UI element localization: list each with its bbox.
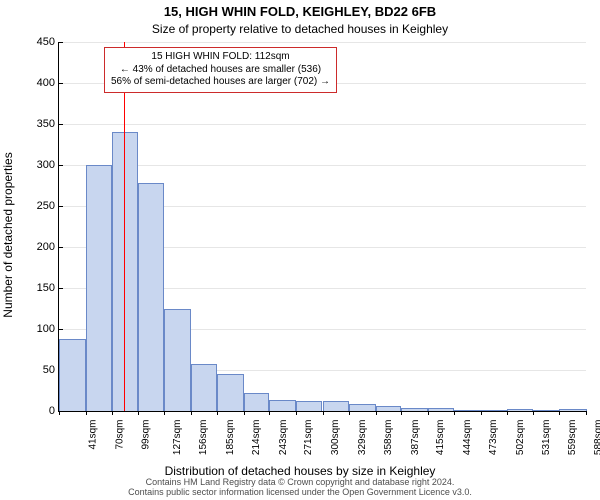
x-tick-mark bbox=[349, 411, 350, 415]
histogram-bar bbox=[269, 400, 296, 411]
y-tick-label: 50 bbox=[21, 364, 59, 376]
x-tick-mark bbox=[481, 411, 482, 415]
y-tick-label: 450 bbox=[21, 36, 59, 48]
x-tick-mark bbox=[533, 411, 534, 415]
histogram-bar bbox=[296, 401, 323, 411]
gridline bbox=[59, 42, 586, 43]
x-tick-mark bbox=[59, 411, 60, 415]
property-size-marker bbox=[124, 42, 125, 411]
x-tick-mark bbox=[559, 411, 560, 415]
y-tick-label: 100 bbox=[21, 323, 59, 335]
chart-subtitle: Size of property relative to detached ho… bbox=[0, 22, 600, 38]
histogram-bar bbox=[559, 409, 586, 411]
x-axis-label: Distribution of detached houses by size … bbox=[0, 464, 600, 478]
x-tick-mark bbox=[191, 411, 192, 415]
histogram-bar bbox=[191, 364, 218, 411]
annotation-line: ← 43% of detached houses are smaller (53… bbox=[111, 64, 330, 77]
histogram-bar bbox=[86, 165, 113, 411]
x-tick-label: 300sqm bbox=[330, 420, 341, 456]
x-tick-label: 41sqm bbox=[88, 420, 99, 450]
x-tick-mark bbox=[244, 411, 245, 415]
x-tick-label: 70sqm bbox=[114, 420, 125, 450]
x-tick-label: 358sqm bbox=[383, 420, 394, 456]
histogram-bar bbox=[401, 408, 428, 411]
x-tick-label: 243sqm bbox=[278, 420, 289, 456]
y-axis-label-wrap: Number of detached properties bbox=[0, 0, 20, 500]
y-tick-label: 150 bbox=[21, 282, 59, 294]
x-tick-mark bbox=[138, 411, 139, 415]
histogram-bar bbox=[376, 406, 402, 411]
y-tick-label: 400 bbox=[21, 77, 59, 89]
x-tick-label: 559sqm bbox=[567, 420, 578, 456]
histogram-bar bbox=[217, 374, 244, 411]
histogram-bar bbox=[244, 393, 270, 411]
x-tick-mark bbox=[296, 411, 297, 415]
x-tick-label: 156sqm bbox=[198, 420, 209, 456]
plot-area: 05010015020025030035040045041sqm70sqm99s… bbox=[58, 42, 586, 412]
x-tick-label: 387sqm bbox=[410, 420, 421, 456]
histogram-bar bbox=[164, 309, 191, 412]
histogram-bar bbox=[533, 410, 560, 411]
histogram-bar bbox=[59, 339, 86, 411]
y-axis-label: Number of detached properties bbox=[1, 145, 15, 325]
x-tick-mark bbox=[269, 411, 270, 415]
x-tick-label: 99sqm bbox=[141, 420, 152, 450]
histogram-bar bbox=[349, 404, 376, 411]
y-tick-label: 300 bbox=[21, 159, 59, 171]
chart-figure: 15, HIGH WHIN FOLD, KEIGHLEY, BD22 6FB S… bbox=[0, 0, 600, 500]
histogram-bar bbox=[138, 183, 165, 411]
histogram-bar bbox=[323, 401, 350, 411]
histogram-bar bbox=[454, 410, 481, 411]
x-tick-label: 127sqm bbox=[172, 420, 183, 456]
x-tick-mark bbox=[164, 411, 165, 415]
copyright-line-2: Contains public sector information licen… bbox=[0, 488, 600, 498]
gridline bbox=[59, 165, 586, 166]
x-tick-mark bbox=[401, 411, 402, 415]
histogram-bar bbox=[428, 408, 455, 411]
x-tick-label: 271sqm bbox=[304, 420, 315, 456]
x-tick-label: 214sqm bbox=[251, 420, 262, 456]
annotation-line: 15 HIGH WHIN FOLD: 112sqm bbox=[111, 51, 330, 64]
copyright-notice: Contains HM Land Registry data © Crown c… bbox=[0, 478, 600, 498]
y-tick-label: 350 bbox=[21, 118, 59, 130]
x-tick-label: 473sqm bbox=[488, 420, 499, 456]
histogram-bar bbox=[507, 409, 533, 411]
x-tick-mark bbox=[454, 411, 455, 415]
x-tick-mark bbox=[217, 411, 218, 415]
x-tick-label: 415sqm bbox=[435, 420, 446, 456]
x-tick-label: 444sqm bbox=[462, 420, 473, 456]
x-tick-label: 329sqm bbox=[357, 420, 368, 456]
x-tick-mark bbox=[507, 411, 508, 415]
x-tick-mark bbox=[586, 411, 587, 415]
y-tick-label: 250 bbox=[21, 200, 59, 212]
x-tick-mark bbox=[428, 411, 429, 415]
y-tick-label: 0 bbox=[21, 405, 59, 417]
x-tick-label: 502sqm bbox=[515, 420, 526, 456]
histogram-bar bbox=[481, 410, 508, 411]
x-tick-label: 588sqm bbox=[594, 420, 600, 456]
x-tick-label: 531sqm bbox=[541, 420, 552, 456]
x-tick-mark bbox=[376, 411, 377, 415]
annotation-callout: 15 HIGH WHIN FOLD: 112sqm← 43% of detach… bbox=[104, 47, 337, 93]
x-tick-label: 185sqm bbox=[225, 420, 236, 456]
x-tick-mark bbox=[112, 411, 113, 415]
x-tick-mark bbox=[323, 411, 324, 415]
y-tick-label: 200 bbox=[21, 241, 59, 253]
x-tick-mark bbox=[86, 411, 87, 415]
chart-title: 15, HIGH WHIN FOLD, KEIGHLEY, BD22 6FB bbox=[0, 4, 600, 21]
gridline bbox=[59, 124, 586, 125]
annotation-line: 56% of semi-detached houses are larger (… bbox=[111, 76, 330, 89]
